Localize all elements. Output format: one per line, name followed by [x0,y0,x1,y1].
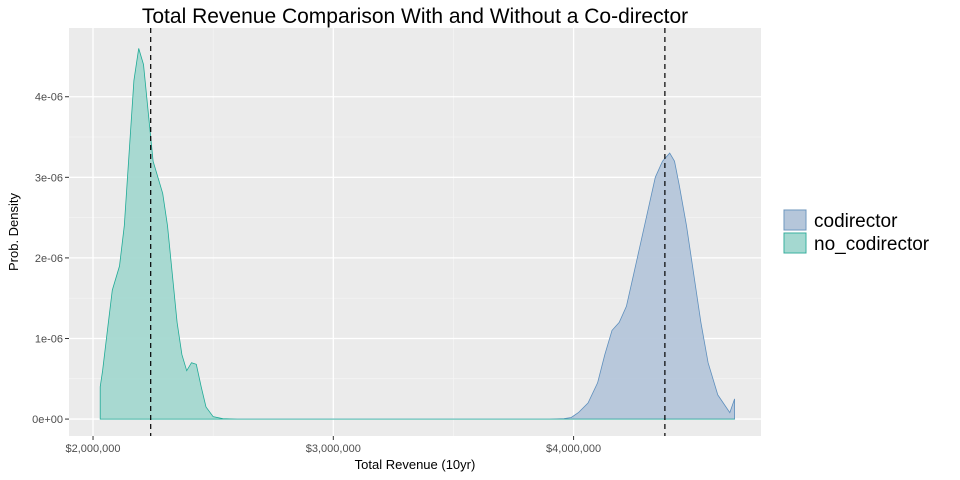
density-area-no-codirector [99,48,735,420]
y-tick-label: 3e-06 [35,172,63,184]
legend-key-no-codirector [783,232,807,254]
y-axis: 0e+00 1e-06 2e-06 3e-06 4e-06 [32,92,69,426]
x-tick-label: $4,000,000 [546,443,601,455]
density-areas [99,48,735,420]
y-axis-title: Prob. Density [6,192,21,271]
x-tick-label: $2,000,000 [65,443,120,455]
density-area-codirector [100,152,735,420]
y-tick-label: 0e+00 [32,414,63,426]
mean-lines [150,28,666,436]
legend-label-codirector: codirector [814,211,898,232]
chart-title: Total Revenue Comparison With and Withou… [142,5,688,28]
x-axis: $2,000,000 $3,000,000 $4,000,000 [65,436,601,455]
legend-label-no-codirector: no_codirector [814,234,930,255]
x-axis-title: Total Revenue (10yr) [355,457,476,472]
y-tick-label: 4e-06 [35,92,63,104]
legend-key-codirector [783,209,807,231]
y-tick-label: 1e-06 [35,333,63,345]
x-tick-label: $3,000,000 [306,443,361,455]
y-tick-label: 2e-06 [35,253,63,265]
